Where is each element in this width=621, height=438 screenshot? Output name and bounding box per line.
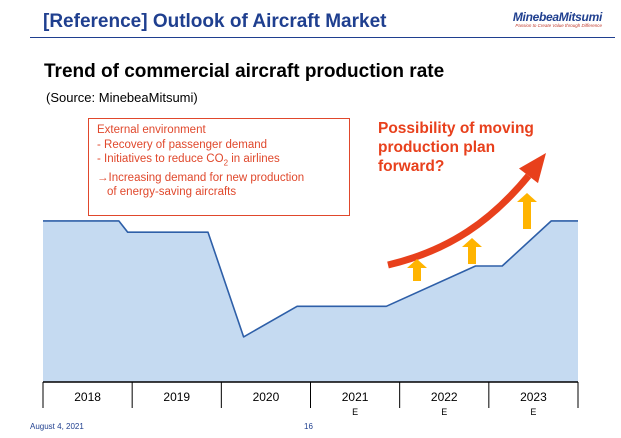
external-environment-box: External environment - Recovery of passe…	[88, 118, 350, 216]
header-bar: [Reference] Outlook of Aircraft Market M…	[30, 8, 610, 38]
logo-tagline: Passion to Create Value through Differen…	[515, 23, 602, 28]
estimate-mark-2021: E	[352, 407, 358, 417]
x-tick-label-2019: 2019	[163, 390, 190, 404]
up-arrow-2021	[407, 259, 427, 281]
chart-title: Trend of commercial aircraft production …	[44, 61, 445, 82]
x-tick-label-2020: 2020	[253, 390, 280, 404]
title-divider	[30, 37, 615, 38]
trend-arrow-shaft	[387, 173, 532, 269]
x-tick-label-2023: 2023	[520, 390, 547, 404]
x-axis: 2018 2019 2020 2021 E 2022 E 2023 E	[42, 381, 579, 417]
callout-line-1: Possibility of moving	[378, 120, 534, 137]
env-line-co2-end: in airlines	[228, 153, 280, 165]
page-number: 16	[304, 422, 313, 431]
env-line-demand: - Recovery of passenger demand	[97, 138, 268, 151]
plot-layer	[43, 220, 578, 382]
logo-name: MinebeaMitsumi	[512, 10, 602, 24]
x-tick-label-2021: 2021	[342, 390, 369, 404]
env-heading: External environment	[97, 124, 206, 136]
x-tick-label-2018: 2018	[74, 390, 101, 404]
env-line-co2-subscript: 2	[223, 158, 229, 168]
callout-line-3: forward?	[378, 158, 445, 175]
company-logo: MinebeaMitsumi Passion to Create Value t…	[513, 10, 602, 28]
env-line-co2: - Initiatives to reduce CO2 in airlines	[97, 152, 341, 171]
estimate-mark-2023: E	[530, 407, 536, 417]
forward-callout: Possibility of moving production plan fo…	[378, 119, 534, 176]
production-rate-line	[43, 220, 578, 338]
callout-line-2: production plan	[378, 139, 496, 156]
chart-subtitle: (Source: MinebeaMitsumi)	[46, 90, 198, 105]
env-line-energy-saving: of energy-saving aircrafts	[107, 186, 237, 199]
footer-date: August 4, 2021	[30, 422, 84, 431]
trend-arrow-head	[519, 153, 546, 184]
production-rate-area	[43, 220, 578, 382]
x-tick-label-2022: 2022	[431, 390, 458, 404]
up-arrow-2022	[462, 238, 482, 264]
estimate-mark-2022: E	[441, 407, 447, 417]
env-line-increasing: →Increasing demand for new production	[97, 171, 305, 184]
up-arrow-2023	[517, 193, 537, 229]
annotation-layer	[387, 153, 546, 281]
env-line-co2-main: - Initiatives to reduce CO	[97, 153, 224, 165]
page-title: [Reference] Outlook of Aircraft Market	[43, 11, 387, 32]
